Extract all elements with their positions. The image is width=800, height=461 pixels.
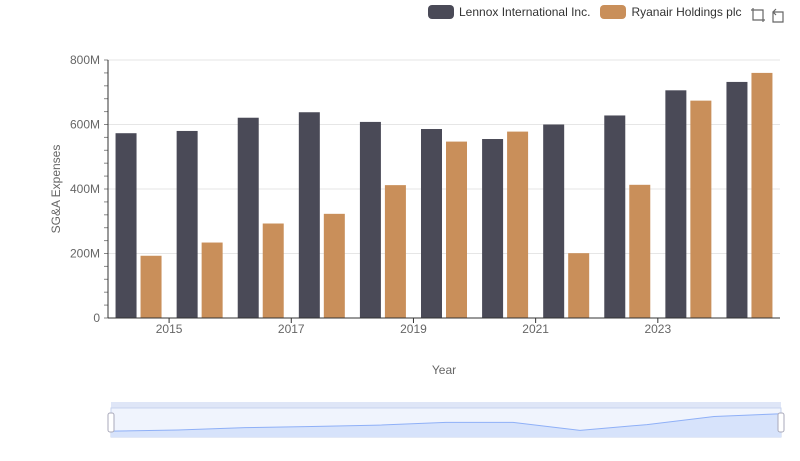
y-axis-ticks: 0 200M 400M 600M 800M: [70, 53, 108, 325]
x-tick-label: 2019: [400, 322, 427, 336]
bar-ryanair-2023[interactable]: [690, 100, 712, 318]
bar-ryanair-2015[interactable]: [201, 242, 223, 318]
slider-top-bar[interactable]: [111, 402, 781, 408]
y-axis-title: SG&A Expenses: [49, 145, 63, 234]
bar-lennox-2023[interactable]: [665, 90, 687, 318]
bar-lennox-2018[interactable]: [359, 121, 381, 318]
x-tick-label: 2017: [278, 322, 305, 336]
bar-lennox-2020[interactable]: [482, 139, 504, 318]
bar-lennox-2017[interactable]: [298, 112, 320, 319]
x-axis-title: Year: [432, 363, 456, 377]
x-tick-label: 2021: [522, 322, 549, 336]
bar-ryanair-2020[interactable]: [507, 131, 529, 318]
data-zoom-slider[interactable]: [107, 402, 785, 438]
legend-swatch-ryanair: [600, 5, 627, 19]
bars[interactable]: [115, 72, 773, 319]
axes: 2015 2017 2019 2021 2023: [107, 60, 780, 336]
bar-ryanair-2019[interactable]: [446, 141, 467, 318]
bar-lennox-2016[interactable]: [237, 117, 259, 318]
bar-lennox-2019[interactable]: [421, 129, 442, 318]
x-tick-label: 2015: [156, 322, 183, 336]
bar-lennox-2024[interactable]: [726, 81, 748, 319]
legend-item-lennox[interactable]: Lennox International Inc.: [428, 5, 590, 19]
toolbox: [746, 7, 786, 23]
y-tick-label: 400M: [70, 182, 100, 196]
y-tick-label: 200M: [70, 247, 100, 261]
bar-ryanair-2024[interactable]: [751, 72, 773, 319]
bar-ryanair-2016[interactable]: [262, 223, 284, 318]
zoom-icon[interactable]: [750, 7, 766, 23]
slider-handle-right[interactable]: [777, 412, 785, 433]
bar-ryanair-2018[interactable]: [384, 185, 406, 318]
bar-ryanair-2017[interactable]: [323, 213, 345, 318]
bar-ryanair-2021[interactable]: [568, 253, 590, 318]
y-tick-label: 0: [93, 311, 100, 325]
legend-label-ryanair: Ryanair Holdings plc: [631, 5, 742, 19]
bar-lennox-2014[interactable]: [115, 133, 137, 318]
bar-lennox-2015[interactable]: [176, 130, 198, 318]
bar-ryanair-2022[interactable]: [629, 184, 651, 318]
x-tick-label: 2023: [644, 322, 671, 336]
slider-preview-area: [111, 413, 781, 437]
bar-lennox-2022[interactable]: [604, 115, 626, 318]
slider-preview-line: [110, 413, 782, 432]
legend-item-ryanair[interactable]: Ryanair Holdings plc: [600, 5, 742, 19]
slider-handle-left[interactable]: [107, 412, 115, 433]
legend-label-lennox: Lennox International Inc.: [459, 5, 591, 19]
y-tick-label: 600M: [70, 118, 100, 132]
restore-icon[interactable]: [770, 7, 786, 23]
legend: Lennox International Inc. Ryanair Holdin…: [428, 5, 752, 19]
bar-ryanair-2014[interactable]: [140, 255, 162, 318]
y-tick-label: 800M: [70, 53, 100, 67]
bar-lennox-2021[interactable]: [543, 124, 565, 319]
legend-swatch-lennox: [428, 5, 454, 19]
